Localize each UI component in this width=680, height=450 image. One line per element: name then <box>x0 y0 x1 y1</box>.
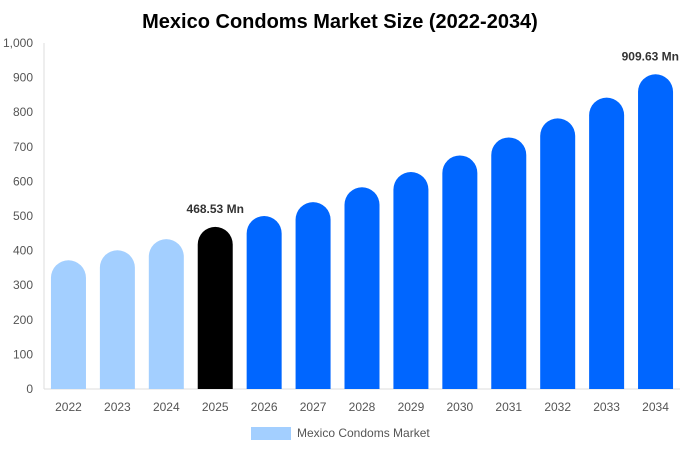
bars <box>50 74 674 390</box>
bar-2022[interactable] <box>50 260 86 389</box>
y-tick-label: 0 <box>26 382 33 396</box>
bar-2027[interactable] <box>295 202 331 389</box>
bar-2033[interactable] <box>589 97 625 389</box>
chart-title: Mexico Condoms Market Size (2022-2034) <box>142 11 538 33</box>
data-label: 468.53 Mn <box>187 202 244 216</box>
bar-2028[interactable] <box>344 187 380 389</box>
y-tick-label: 600 <box>13 174 33 188</box>
x-tick-label: 2027 <box>300 400 327 414</box>
x-tick-label: 2031 <box>495 400 522 414</box>
y-tick-label: 900 <box>13 71 33 85</box>
x-tick-label: 2032 <box>544 400 571 414</box>
y-tick-label: 200 <box>13 313 33 327</box>
bar-2023[interactable] <box>99 250 135 389</box>
y-tick-label: 500 <box>13 209 33 223</box>
x-tick-label: 2034 <box>642 400 669 414</box>
data-labels: 468.53 Mn 909.63 Mn <box>187 49 679 216</box>
x-tick-label: 2033 <box>593 400 620 414</box>
x-tick-label: 2024 <box>153 400 180 414</box>
bar-2030[interactable] <box>442 155 478 389</box>
x-tick-label: 2029 <box>398 400 425 414</box>
x-tick-label: 2028 <box>349 400 376 414</box>
bar-2029[interactable] <box>393 172 429 389</box>
y-tick-label: 1,000 <box>3 36 33 50</box>
bar-2025[interactable] <box>197 226 233 389</box>
data-label: 909.63 Mn <box>622 49 679 63</box>
x-axis: 2022 2023 2024 2025 2026 2027 2028 2029 2030 2031… <box>44 388 680 414</box>
x-tick-label: 2030 <box>446 400 473 414</box>
y-tick-label: 400 <box>13 244 33 258</box>
x-tick-label: 2022 <box>55 400 82 414</box>
legend-label: Mexico Condoms Market <box>297 426 430 440</box>
y-tick-label: 700 <box>13 140 33 154</box>
bar-2024[interactable] <box>148 239 184 389</box>
y-tick-label: 800 <box>13 105 33 119</box>
bar-2026[interactable] <box>246 216 282 389</box>
bar-2031[interactable] <box>491 137 527 389</box>
bar-2032[interactable] <box>540 118 576 390</box>
y-tick-label: 100 <box>13 347 33 361</box>
bar-2034[interactable] <box>638 74 674 390</box>
y-tick-label: 300 <box>13 278 33 292</box>
x-tick-label: 2025 <box>202 400 229 414</box>
x-tick-label: 2026 <box>251 400 278 414</box>
y-axis: 0 100 200 300 400 500 600 700 800 900 1,000 <box>3 36 45 396</box>
x-tick-label: 2023 <box>104 400 131 414</box>
legend-swatch <box>251 427 291 440</box>
legend[interactable]: Mexico Condoms Market <box>251 426 430 440</box>
